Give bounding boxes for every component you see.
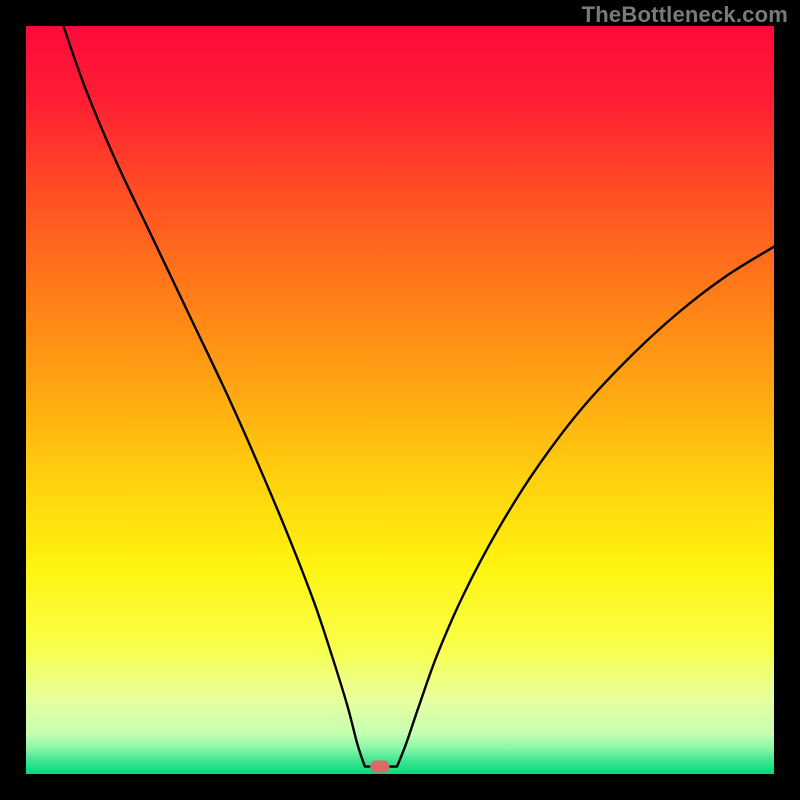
bottleneck-chart [26, 26, 774, 774]
optimal-point-marker [370, 761, 389, 773]
plot-area [26, 26, 774, 774]
gradient-background [26, 26, 774, 774]
watermark-text: TheBottleneck.com [582, 2, 788, 28]
chart-frame: TheBottleneck.com [0, 0, 800, 800]
